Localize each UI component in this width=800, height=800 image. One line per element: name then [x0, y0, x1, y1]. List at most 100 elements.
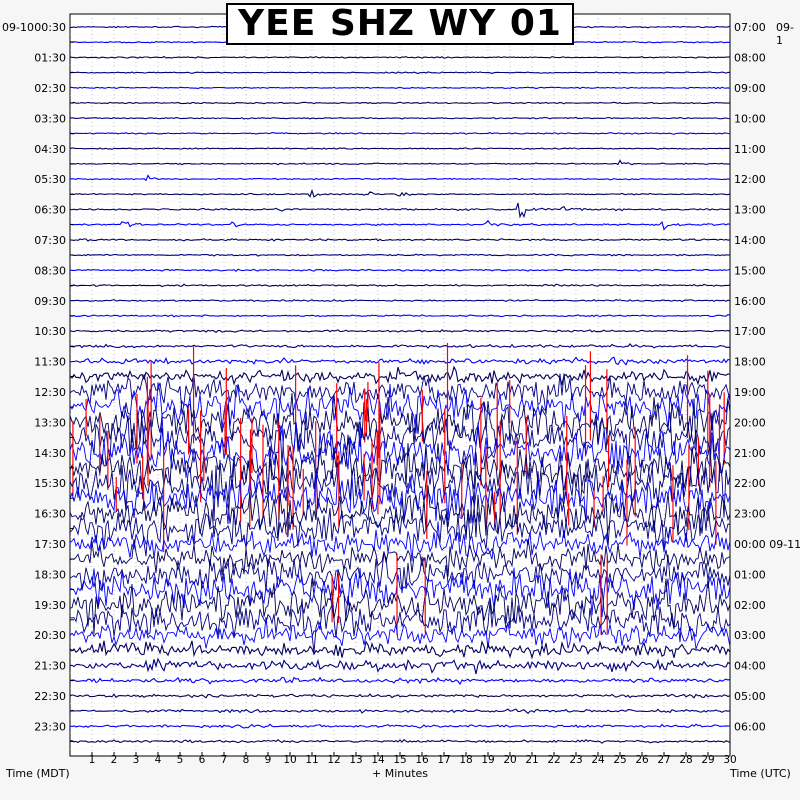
left-time-label: 11:30: [34, 356, 66, 369]
trace-line: [69, 365, 731, 386]
right-time-label: 19:00: [734, 386, 766, 399]
x-tick-label: 10: [283, 754, 296, 766]
trace-line: [69, 382, 731, 434]
x-tick-label: 9: [265, 754, 272, 766]
trace-line: [69, 298, 731, 303]
x-tick-label: 23: [569, 754, 582, 766]
left-time-label: 08:30: [34, 264, 66, 277]
x-tick-label: 11: [305, 754, 318, 766]
right-time-label: 15:00: [734, 264, 766, 277]
trace-line: [69, 738, 731, 744]
trace-line: [69, 485, 731, 547]
trace-line: [69, 55, 731, 59]
x-tick-label: 25: [613, 754, 626, 766]
trace-line: [69, 504, 731, 557]
left-time-label: 06:30: [34, 204, 66, 217]
right-time-label: 16:00: [734, 295, 766, 308]
left-time-label: 17:30: [34, 538, 66, 551]
trace-line: [69, 86, 731, 90]
left-time-label: 15:30: [34, 477, 66, 490]
x-tick-label: 22: [547, 754, 560, 766]
trace-line: [69, 708, 731, 715]
x-tick-label: 18: [459, 754, 472, 766]
left-time-label: 09:30: [34, 295, 66, 308]
trace-line: [69, 450, 731, 522]
x-tick-label: 19: [481, 754, 494, 766]
left-time-label: 07:30: [34, 234, 66, 247]
trace-line: [69, 329, 731, 334]
chart-title: YEE SHZ WY 01: [238, 3, 562, 44]
right-time-label: 20:00: [734, 416, 766, 429]
trace-line: [70, 101, 730, 105]
x-tick-label: 21: [525, 754, 538, 766]
right-date-label: 09-1: [776, 21, 794, 47]
trace-line: [69, 283, 731, 288]
left-time-label: 23:30: [34, 720, 66, 733]
trace-line: [69, 174, 731, 182]
right-time-label: 08:00: [734, 52, 766, 65]
trace-line: [69, 538, 731, 577]
trace-line: [69, 343, 731, 349]
right-time-label: 04:00: [734, 660, 766, 673]
x-tick-label: 20: [503, 754, 516, 766]
trace-line: [69, 238, 731, 242]
x-tick-label: 4: [155, 754, 162, 766]
right-time-label: 09:00: [734, 82, 766, 95]
trace-line: [69, 131, 731, 135]
right-time-label: 22:00: [734, 477, 766, 490]
trace-line: [69, 313, 731, 318]
right-time-label: 17:00: [734, 325, 766, 338]
x-tick-label: 1: [89, 754, 96, 766]
trace-line: [69, 639, 731, 660]
x-tick-label: 28: [679, 754, 692, 766]
chart-title-box: YEE SHZ WY 01: [226, 3, 574, 45]
x-tick-label: 2: [111, 754, 118, 766]
left-time-label: 04:30: [34, 143, 66, 156]
right-time-label: 07:00: [734, 21, 766, 34]
x-tick-label: 6: [199, 754, 206, 766]
right-time-label: 03:00: [734, 629, 766, 642]
trace-line: [69, 116, 731, 120]
left-time-label: 19:30: [34, 599, 66, 612]
left-time-label: 03:30: [34, 112, 66, 125]
trace-line: [69, 356, 731, 366]
right-axis-label: Time (UTC): [730, 767, 791, 780]
trace-line: [69, 188, 731, 198]
left-time-label: 18:30: [34, 568, 66, 581]
right-time-label: 06:00: [734, 720, 766, 733]
trace-line: [69, 521, 731, 562]
left-time-label: 16:30: [34, 508, 66, 521]
left-time-labels: 00:30 01:30 02:30 03:30 04:30 05:30 06:30 07:30…: [34, 21, 74, 742]
trace-line: [69, 159, 731, 166]
trace-line: [69, 676, 731, 686]
right-time-label: 10:00: [734, 112, 766, 125]
trace-line: [69, 202, 731, 219]
right-time-label: 21:00: [734, 447, 766, 460]
trace-line: [69, 393, 731, 452]
left-time-label: 00:30: [34, 21, 66, 34]
trace-line: [69, 723, 731, 729]
right-time-label: 23:00: [734, 508, 766, 521]
trace-line: [69, 693, 731, 699]
right-time-label: 18:00: [734, 356, 766, 369]
left-axis-label: Time (MDT): [6, 767, 70, 780]
left-time-label: 21:30: [34, 660, 66, 673]
x-tick-label: 3: [133, 754, 140, 766]
trace-line: [69, 657, 731, 675]
x-tick-label: 27: [657, 754, 670, 766]
right-time-label: 00:00 09-11: [734, 538, 800, 551]
left-time-label: 10:30: [34, 325, 66, 338]
right-time-labels: 07:00 08:00 09:00 10:00 11:00 12:00 13:00 14:00…: [734, 21, 800, 733]
x-tick-label: 5: [177, 754, 184, 766]
left-date-label: 09-10: [2, 21, 34, 34]
right-time-label: 14:00: [734, 234, 766, 247]
left-time-label: 20:30: [34, 629, 66, 642]
x-tick-label: 8: [243, 754, 250, 766]
trace-line: [69, 617, 731, 650]
trace-line: [69, 373, 731, 415]
trace-line: [69, 411, 731, 466]
x-axis-ticks: 1 2 3 4 5 6 7 8 9 10 11 12 13 14 15 16 17 18 19 20 21 22 23 24 2…: [89, 752, 737, 766]
left-time-label: 01:30: [34, 52, 66, 65]
trace-line: [69, 578, 731, 634]
trace-line: [69, 434, 731, 504]
